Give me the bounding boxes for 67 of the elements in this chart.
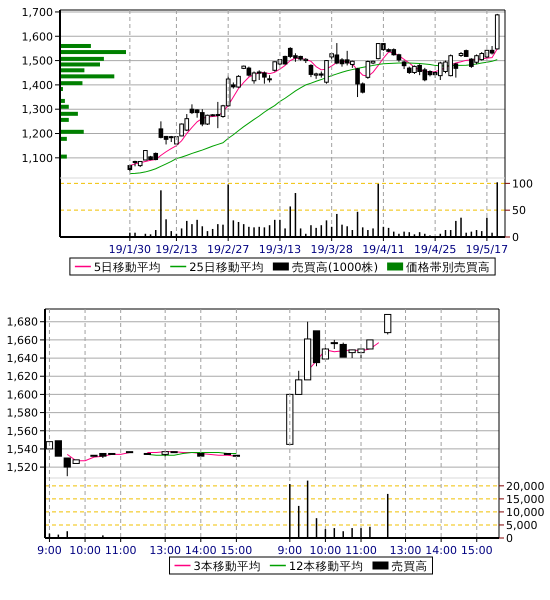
y-tick-label: 1,560 xyxy=(6,424,38,438)
bar xyxy=(61,112,78,116)
candlestick xyxy=(366,339,374,350)
y-tick-label: 1,700 xyxy=(22,6,53,19)
x-tick-label: 19/3/28 xyxy=(310,243,353,256)
x-tick-label: 9:00 xyxy=(37,544,62,557)
y-tick-label: 1,540 xyxy=(6,442,38,456)
y-tick-label: 50 xyxy=(512,204,526,218)
y-tick-label: 1,640 xyxy=(6,352,38,366)
x-tick-label: 15:00 xyxy=(220,544,252,557)
y-tick-label: 1,580 xyxy=(6,406,38,420)
x-tick-label: 10:00 xyxy=(69,544,101,557)
bar xyxy=(61,74,114,78)
y-tick-label: 15,000 xyxy=(506,492,544,506)
y-tick-label: 1,520 xyxy=(6,461,38,474)
y-tick-label: 1,660 xyxy=(6,334,38,347)
y-tick-label: 1,600 xyxy=(22,30,53,44)
line-series xyxy=(129,59,498,174)
legend-label: 売買高 xyxy=(391,559,428,573)
y-tick-label: 1,400 xyxy=(22,78,53,92)
x-tick-label: 9:00 xyxy=(277,544,302,557)
bar xyxy=(61,130,84,134)
y-tick-label: 5,000 xyxy=(506,518,538,532)
candlestick xyxy=(330,339,338,350)
y-tick-label: 1,600 xyxy=(6,388,38,402)
y-tick-label: 20,000 xyxy=(506,480,544,493)
x-tick-label: 19/2/27 xyxy=(206,243,250,256)
x-tick-label: 19/1/30 xyxy=(108,243,152,256)
y-tick-label: 1,200 xyxy=(22,128,53,141)
legend-label: 3本移動平均 xyxy=(194,559,261,573)
x-tick-label: 13:00 xyxy=(149,544,182,557)
x-tick-label: 19/4/25 xyxy=(414,243,456,256)
bar xyxy=(61,44,91,48)
bar xyxy=(61,81,82,86)
y-tick-label: 1,100 xyxy=(22,152,53,165)
bar xyxy=(61,118,69,122)
y-tick-label: 1,620 xyxy=(6,370,38,384)
y-tick-label: 100 xyxy=(512,177,533,190)
y-tick-label: 1,300 xyxy=(22,103,53,116)
x-tick-label: 19/3/13 xyxy=(258,243,302,256)
x-tick-label: 13:00 xyxy=(390,544,422,557)
y-tick-label: 0 xyxy=(512,231,519,244)
x-tick-label: 11:00 xyxy=(345,544,377,557)
bar xyxy=(61,68,84,72)
y-tick-label: 10,000 xyxy=(506,506,544,519)
x-tick-label: 15:00 xyxy=(460,544,493,557)
y-tick-label: 1,680 xyxy=(6,316,38,329)
x-tick-label: 14:00 xyxy=(184,544,217,557)
x-tick-label: 11:00 xyxy=(104,544,137,557)
legend-label: 売買高(1000株) xyxy=(292,260,378,274)
bar xyxy=(61,104,69,109)
bar xyxy=(61,50,126,54)
x-tick-label: 19/4/11 xyxy=(362,243,405,256)
legend-label: 25日移動平均 xyxy=(189,260,264,274)
legend-label: 価格帯別売買高 xyxy=(406,260,490,274)
x-tick-label: 14:00 xyxy=(425,544,457,557)
legend-label: 5日移動平均 xyxy=(94,260,162,274)
bar xyxy=(61,154,67,159)
bar xyxy=(61,136,67,141)
candlestick xyxy=(384,314,392,335)
y-tick-label: 1,500 xyxy=(22,54,53,68)
bar xyxy=(61,98,65,103)
x-tick-label: 10:00 xyxy=(310,544,342,557)
y-tick-label: 0 xyxy=(506,532,513,545)
legend-label: 12本移動平均 xyxy=(288,559,364,573)
x-tick-label: 19/2/13 xyxy=(155,243,198,256)
x-tick-label: 19/5/17 xyxy=(466,243,508,256)
